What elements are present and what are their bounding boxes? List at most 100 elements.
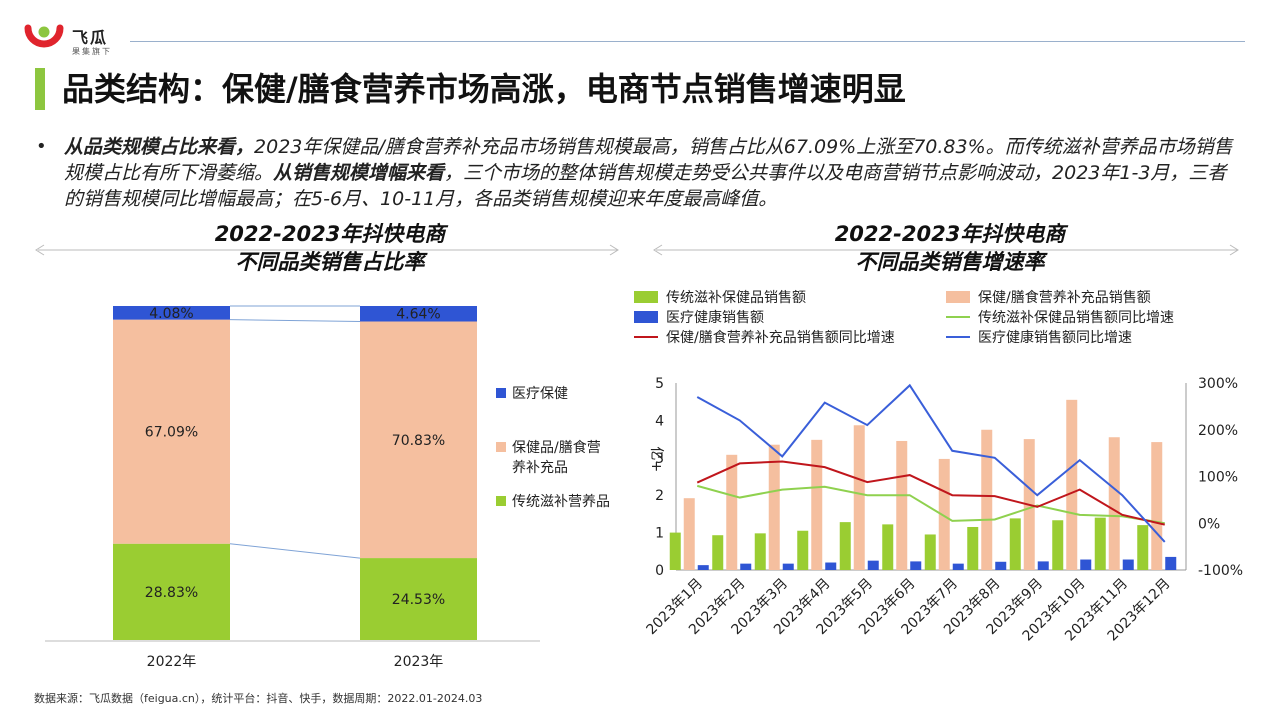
legend-label: 保健/膳食营养补充品销售额	[978, 289, 1151, 306]
connector-line	[229, 543, 361, 559]
bar	[938, 458, 950, 570]
legend-label: 医疗健康销售额	[666, 309, 764, 326]
bar	[712, 535, 724, 570]
data-label: 24.53%	[392, 592, 445, 608]
bar-segment	[113, 319, 230, 544]
summary-text-1: 2023年保健品/膳食营养补充品市场销售规模最高，销售占比从67.09%上涨至7…	[64, 136, 1233, 184]
bar	[995, 561, 1007, 570]
bar	[1052, 520, 1064, 570]
bar	[754, 533, 766, 570]
bar	[1066, 399, 1078, 570]
bar	[768, 444, 780, 570]
legend-swatch	[496, 388, 506, 398]
arrow-right-icon	[609, 244, 619, 256]
arrow-right-icon	[1229, 244, 1239, 256]
y-tick-label: 5	[655, 376, 664, 392]
data-label: 70.83%	[392, 433, 445, 449]
bar	[882, 524, 894, 570]
bar	[1165, 556, 1177, 570]
y-axis-label: 亿+	[648, 447, 664, 473]
y-tick-label: 4	[655, 413, 664, 429]
data-label: 28.83%	[145, 585, 198, 601]
share-stacked-bar-chart: 28.83% 67.09% 4.08% 2022年 24.53% 70.83% 4.64% 2…	[35, 244, 619, 670]
bar	[910, 561, 922, 570]
y2-tick-label: 200%	[1198, 423, 1238, 439]
feigua-logo-icon	[24, 24, 64, 48]
x-tick-label: 2023年	[394, 654, 444, 670]
bar	[683, 498, 695, 570]
legend-label: 保健/膳食营养补充品销售额同比增速	[666, 329, 895, 346]
legend-swatch	[634, 291, 658, 303]
brand-logo: 飞瓜 果集旗下	[24, 20, 144, 60]
bar-segment	[360, 558, 477, 640]
bar	[924, 534, 936, 570]
series-line	[696, 383, 1166, 543]
bar-segment	[113, 306, 230, 320]
legend-label: 传统滋补保健品销售额	[666, 290, 806, 306]
bar	[867, 560, 879, 570]
y2-tick-label: -100%	[1198, 563, 1243, 579]
brand-name: 飞瓜	[72, 28, 109, 47]
bar	[697, 565, 709, 570]
chart-title-share: 2022-2023年抖快电商 不同品类销售占比率	[214, 222, 446, 274]
y2-tick-label: 100%	[1198, 470, 1238, 486]
legend-label: 医疗健康销售额同比增速	[978, 329, 1132, 346]
bar	[726, 454, 738, 570]
bar-segment	[360, 321, 477, 559]
legend-label: 保健品/膳食营养补充品	[512, 439, 601, 476]
y-tick-label: 0	[655, 563, 664, 579]
bar	[1080, 559, 1092, 570]
summary-lead-2: 从销售规模增幅来看	[273, 162, 445, 184]
y2-tick-label: 0%	[1198, 516, 1220, 532]
bar	[981, 429, 993, 570]
legend-swatch	[946, 291, 970, 303]
series-line	[696, 484, 1165, 525]
brand-subtitle: 果集旗下	[72, 47, 112, 56]
bar	[669, 532, 681, 570]
header-divider	[130, 41, 1245, 42]
bar	[896, 440, 908, 570]
legend-label: 传统滋补营养品	[512, 494, 610, 510]
bar-segment	[360, 306, 477, 322]
bar	[811, 439, 823, 570]
legend-label: 传统滋补保健品销售额同比增速	[978, 310, 1174, 326]
chart-title-growth: 2022-2023年抖快电商 不同品类销售增速率	[834, 222, 1066, 274]
y-tick-label: 3	[655, 451, 664, 467]
summary-paragraph: 从品类规模占比来看，2023年保健品/膳食营养补充品市场销售规模最高，销售占比从…	[64, 134, 1244, 212]
bar	[797, 530, 809, 570]
bar	[1009, 518, 1021, 570]
data-label: 67.09%	[145, 425, 198, 441]
y-tick-label: 2	[655, 488, 664, 504]
arrow-left-icon	[35, 244, 45, 256]
bar	[967, 526, 979, 570]
bar	[1151, 442, 1163, 570]
x-tick-label: 2022年	[147, 654, 197, 670]
bullet-dot: •	[36, 136, 47, 157]
y2-tick-label: 300%	[1198, 376, 1238, 392]
title-accent-bar	[35, 68, 45, 110]
bar	[782, 563, 794, 570]
bar	[1122, 559, 1134, 570]
bar	[1094, 517, 1106, 570]
legend-label: 医疗保健	[512, 386, 568, 402]
bar	[839, 522, 851, 570]
legend-swatch	[496, 442, 506, 452]
summary-text-2: ，三个市场的整体销售规模走势受公共事件以及电商营销节点影响波动，2023年1-3…	[64, 162, 1227, 210]
data-label: 4.08%	[149, 306, 193, 322]
bar	[1137, 525, 1149, 570]
page-title: 品类结构：保健/膳食营养市场高涨，电商节点销售增速明显	[62, 70, 906, 108]
arrow-left-icon	[653, 244, 663, 256]
legend-swatch	[496, 496, 506, 506]
bar	[740, 563, 752, 570]
bar	[952, 563, 964, 570]
series-line	[696, 460, 1165, 526]
legend-swatch	[634, 311, 658, 323]
data-source-note: 数据来源：飞瓜数据（feigua.cn），统计平台：抖音、快手，数据周期：202…	[34, 692, 483, 705]
bar	[1037, 561, 1049, 570]
summary-lead-1: 从品类规模占比来看，	[64, 136, 255, 158]
bar	[825, 562, 837, 570]
bar	[1108, 437, 1120, 570]
bar-segment	[113, 543, 230, 640]
y-tick-label: 1	[655, 526, 664, 542]
